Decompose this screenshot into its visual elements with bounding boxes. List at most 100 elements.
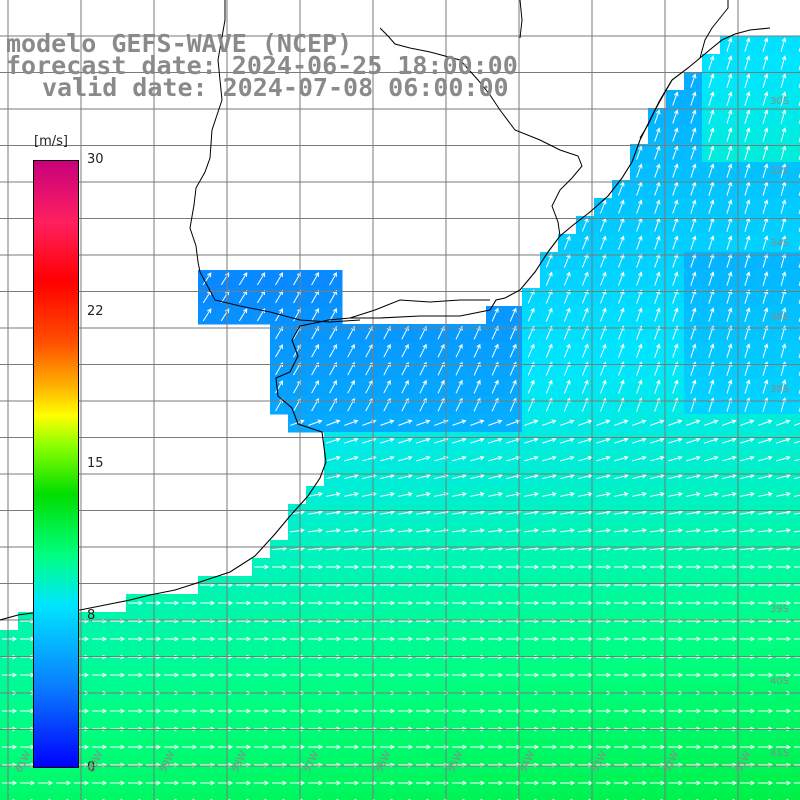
wind-arrow: [668, 455, 683, 462]
wind-speed-cell: [648, 792, 667, 800]
wind-arrow: [722, 419, 737, 426]
wind-arrow: [416, 437, 431, 444]
wind-arrow: [740, 744, 756, 750]
wind-arrow: [654, 307, 661, 322]
wind-speed-cell: [450, 792, 469, 800]
wind-arrow: [596, 564, 612, 570]
wind-arrow: [128, 780, 144, 786]
wind-speed-cell: [792, 342, 800, 361]
wind-arrow: [600, 235, 607, 250]
valid-date: valid date: 2024-07-08 06:00:00: [42, 73, 509, 102]
wind-arrow: [452, 744, 468, 750]
wind-arrow: [704, 600, 720, 606]
wind-arrow: [780, 199, 787, 214]
wind-arrow: [686, 672, 702, 678]
wind-arrow: [794, 512, 800, 515]
wind-arrow: [762, 289, 769, 304]
wind-arrow: [524, 780, 540, 786]
wind-arrow: [362, 672, 378, 678]
wind-arrow: [690, 271, 697, 286]
wind-arrow: [110, 672, 126, 678]
wind-arrow: [560, 744, 576, 750]
wind-arrow: [545, 379, 553, 394]
wind-arrow: [793, 548, 800, 551]
wind-arrow: [344, 780, 360, 786]
wind-speed-cell: [702, 792, 721, 800]
wind-arrow: [164, 600, 180, 606]
wind-arrow: [708, 127, 715, 142]
wind-arrow: [488, 708, 504, 714]
wind-arrow: [362, 564, 378, 570]
wind-arrow: [218, 780, 234, 786]
wind-arrow: [762, 91, 769, 106]
wind-arrow: [668, 473, 683, 480]
wind-arrow: [690, 307, 697, 322]
wind-arrow: [38, 780, 54, 786]
wind-speed-cell: [792, 432, 800, 451]
wind-arrow: [632, 600, 648, 606]
wind-arrow: [542, 473, 557, 480]
wind-arrow: [470, 708, 486, 714]
wind-arrow: [596, 780, 612, 786]
wind-arrow: [506, 780, 522, 786]
wind-speed-cell: [792, 468, 800, 487]
wind-speed-cell: [180, 792, 199, 800]
wind-arrow: [218, 636, 234, 642]
wind-arrow: [290, 780, 306, 786]
wind-arrow: [708, 73, 715, 88]
wind-arrow: [398, 437, 413, 444]
wind-arrow: [614, 636, 630, 642]
wind-arrow: [470, 528, 485, 533]
wind-speed-cell: [792, 486, 800, 505]
wind-arrow: [398, 564, 414, 570]
wind-arrow: [581, 379, 589, 394]
wind-arrow: [726, 199, 733, 214]
wind-arrow: [654, 127, 661, 142]
wind-arrow: [726, 379, 733, 394]
wind-arrow: [470, 564, 486, 570]
wind-speed-cell: [342, 792, 361, 800]
wind-arrow: [563, 307, 571, 322]
wind-arrow: [128, 600, 144, 606]
wind-arrow: [740, 473, 755, 480]
wind-arrow: [618, 307, 625, 322]
wind-arrow: [362, 708, 378, 714]
wind-arrow: [672, 379, 679, 394]
wind-arrow: [614, 437, 629, 444]
wind-speed-cell: [162, 792, 181, 800]
wind-arrow: [614, 600, 630, 606]
wind-arrow: [780, 73, 787, 88]
wind-arrow: [344, 528, 359, 533]
wind-arrow: [416, 455, 431, 462]
colorbar-label: 22: [87, 304, 104, 319]
wind-arrow: [776, 708, 792, 714]
wind-arrow: [704, 491, 719, 497]
wind-arrow: [794, 674, 800, 676]
wind-arrow: [470, 744, 486, 750]
wind-arrow: [452, 564, 468, 570]
wind-arrow: [362, 780, 378, 786]
wind-arrow: [452, 437, 467, 444]
wind-arrow: [744, 145, 751, 160]
wind-speed-cell: [792, 288, 800, 307]
wind-arrow: [758, 636, 774, 642]
wind-speed-cell: [792, 108, 800, 127]
wind-arrow: [401, 379, 409, 394]
wind-arrow: [326, 600, 342, 606]
wind-arrow: [164, 744, 180, 750]
wind-speed-cell: [486, 792, 505, 800]
wind-arrow: [654, 145, 661, 160]
wind-arrow: [726, 73, 733, 88]
wind-speed-cell: [792, 324, 800, 343]
wind-arrow: [690, 235, 697, 250]
wind-arrow: [524, 419, 539, 426]
wind-arrow: [596, 419, 611, 426]
lat-tick-label: 39S: [770, 604, 790, 615]
wind-arrow: [542, 708, 558, 714]
wind-arrow: [164, 672, 180, 678]
wind-arrow: [56, 780, 72, 786]
wind-arrow: [636, 163, 643, 178]
wind-speed-cell: [792, 234, 800, 253]
wind-arrow: [690, 91, 697, 106]
wind-arrow: [419, 343, 427, 358]
